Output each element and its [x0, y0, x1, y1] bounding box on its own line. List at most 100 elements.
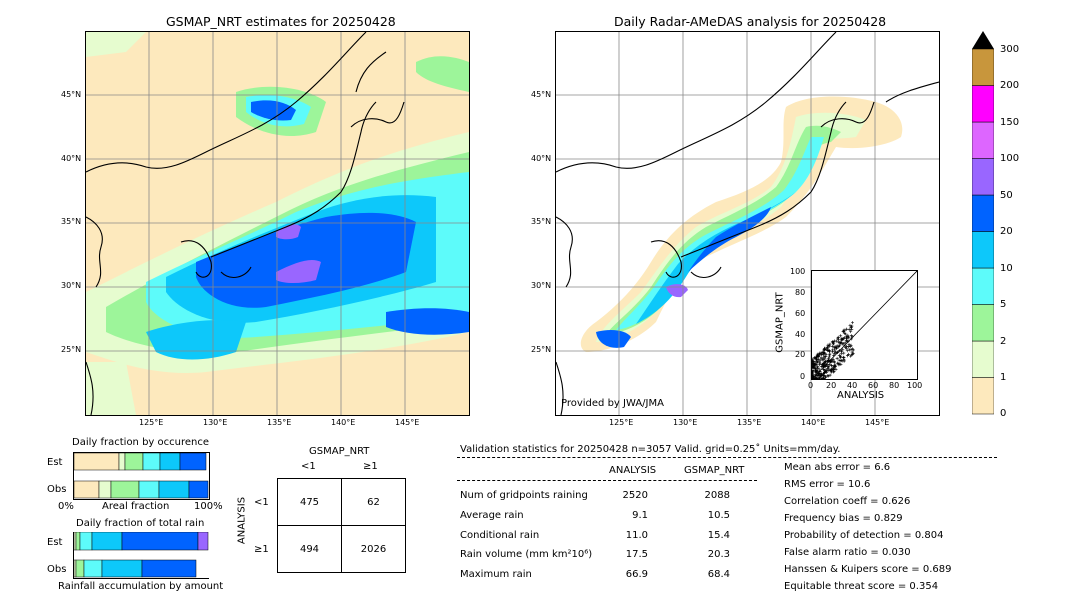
scatter-ytick: 100	[790, 267, 806, 276]
scatter-point	[830, 364, 834, 368]
scatter-point	[830, 367, 834, 371]
occurrence-axis-label: Areal fraction	[102, 501, 170, 512]
scatter-point	[846, 345, 850, 349]
scatter-point	[818, 369, 822, 373]
scatter-point	[841, 329, 845, 333]
colorbar-label: 1	[1000, 372, 1007, 383]
validation-row-gsmap: 10.5	[707, 510, 730, 521]
scatter-point	[823, 374, 827, 378]
scatter-point	[824, 347, 828, 351]
scatter-point	[812, 364, 816, 368]
scatter-point	[826, 358, 830, 362]
scatter-point	[823, 346, 827, 350]
scatter-point	[811, 359, 815, 363]
colorbar-label: 10	[1000, 263, 1013, 274]
scatter-point	[815, 353, 819, 357]
occurrence-est-bar	[73, 452, 207, 471]
scatter-point	[814, 359, 818, 363]
left-lon-label: 145°E	[395, 418, 420, 427]
validation-col-gsmap: GSMAP_NRT	[684, 465, 745, 476]
colorbar-segment	[971, 340, 995, 378]
occurrence-axis-left: 0%	[58, 501, 74, 512]
scatter-point	[837, 353, 841, 357]
validation-row-label: Maximum rain	[460, 569, 532, 580]
scatter-point	[825, 345, 829, 349]
scatter-point	[823, 357, 827, 361]
colorbar-label: 100	[1000, 153, 1020, 164]
scatter-point	[830, 358, 834, 362]
validation-row-analysis: 2520	[622, 490, 648, 501]
scatter-point	[833, 365, 837, 369]
scatter-point	[835, 356, 839, 360]
contingency-cell: 2026	[341, 525, 406, 573]
scatter-point	[847, 328, 851, 332]
score-line: Probability of detection = 0.804	[784, 530, 944, 541]
total-rain-obs-bar	[73, 559, 197, 578]
scatter-point	[828, 373, 832, 377]
scatter-point	[850, 347, 854, 351]
scatter-point	[827, 350, 831, 354]
scatter-point	[849, 334, 853, 338]
scatter-point	[844, 339, 848, 343]
scatter-point	[827, 355, 831, 359]
scatter-point	[841, 355, 845, 359]
scatter-point	[848, 323, 852, 327]
scatter-point	[816, 372, 820, 376]
contingency-title: GSMAP_NRT	[309, 446, 370, 457]
colorbar-label: 300	[1000, 44, 1020, 55]
left-lat-label: 30°N	[61, 281, 82, 290]
scatter-point	[839, 338, 843, 342]
contingency-row-label: <1	[254, 497, 269, 508]
scatter-point	[814, 373, 818, 377]
colorbar-label: 2	[1000, 336, 1007, 347]
scatter-point	[832, 339, 836, 343]
total-rain-est-bar	[73, 531, 209, 551]
scatter-xtick: 20	[826, 381, 837, 390]
colorbar-segment	[971, 48, 995, 86]
scatter-point	[842, 357, 846, 361]
scatter-point	[825, 370, 829, 374]
scatter-point	[849, 330, 853, 334]
scatter-point	[818, 374, 822, 378]
scatter-point	[820, 365, 824, 369]
occurrence-row-label: Est	[47, 457, 63, 468]
right-lat-label: 30°N	[531, 281, 552, 290]
score-line: Hanssen & Kuipers score = 0.689	[784, 564, 952, 575]
scatter-point	[847, 348, 851, 352]
right-lon-label: 135°E	[737, 418, 762, 427]
scatter-point	[818, 358, 822, 362]
scatter-point	[845, 327, 849, 331]
validation-row-label: Conditional rain	[460, 530, 540, 541]
validation-row-analysis: 17.5	[625, 549, 648, 560]
scatter-point	[842, 330, 846, 334]
scatter-point	[849, 344, 853, 348]
colorbar-segment	[971, 304, 995, 342]
colorbar-label: 200	[1000, 80, 1020, 91]
scatter-point	[839, 349, 843, 353]
colorbar-label: 20	[1000, 226, 1013, 237]
right-map-canvas	[556, 32, 939, 415]
scatter-point	[820, 363, 824, 367]
scatter-xtick: 60	[868, 381, 879, 390]
scatter-point	[826, 359, 830, 363]
right-lon-label: 130°E	[673, 418, 698, 427]
left-lon-label: 135°E	[267, 418, 292, 427]
scatter-point	[813, 367, 817, 371]
colorbar-label: 0	[1000, 408, 1007, 419]
scatter-point	[826, 374, 830, 378]
left-coastlines	[86, 32, 405, 415]
validation-row-gsmap: 20.3	[707, 549, 730, 560]
scatter-point	[831, 348, 835, 352]
scatter-point	[819, 356, 823, 360]
scatter-point	[814, 357, 818, 361]
right-lon-label: 140°E	[801, 418, 826, 427]
scatter-point	[832, 352, 836, 356]
scatter-point	[823, 364, 827, 368]
total-rain-row-label: Est	[47, 537, 63, 548]
scatter-inset	[810, 270, 918, 381]
scatter-ytick: 40	[795, 330, 806, 339]
validation-row-label: Rain volume (mm km²10⁶)	[460, 549, 593, 560]
contingency-row-label: ≥1	[254, 544, 269, 555]
scatter-point	[835, 344, 839, 348]
validation-row-label: Num of gridpoints raining	[460, 490, 588, 501]
